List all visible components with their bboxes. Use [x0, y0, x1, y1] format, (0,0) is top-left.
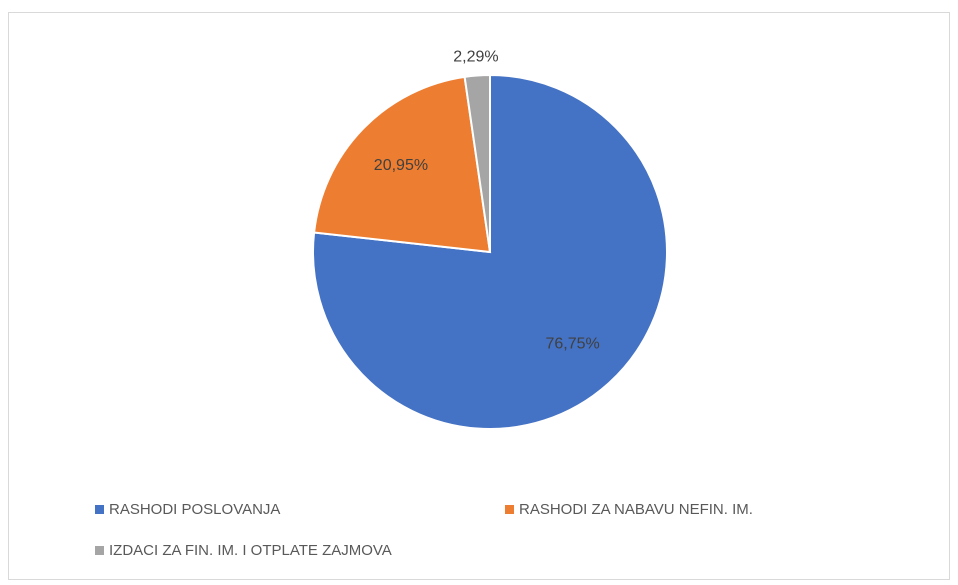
legend-label: RASHODI ZA NABAVU NEFIN. IM.: [519, 501, 753, 518]
data-label: 2,29%: [453, 49, 498, 66]
pie-slice: [463, 73, 491, 253]
data-label: 20,95%: [374, 157, 428, 174]
legend-label: RASHODI POSLOVANJA: [109, 501, 280, 518]
legend-label: IZDACI ZA FIN. IM. I OTPLATE ZAJMOVA: [109, 542, 392, 559]
legend-swatch: [95, 546, 104, 555]
data-label: 76,75%: [546, 336, 600, 353]
legend-swatch: [95, 505, 104, 514]
legend-swatch: [505, 505, 514, 514]
pie-slice: [312, 75, 492, 254]
